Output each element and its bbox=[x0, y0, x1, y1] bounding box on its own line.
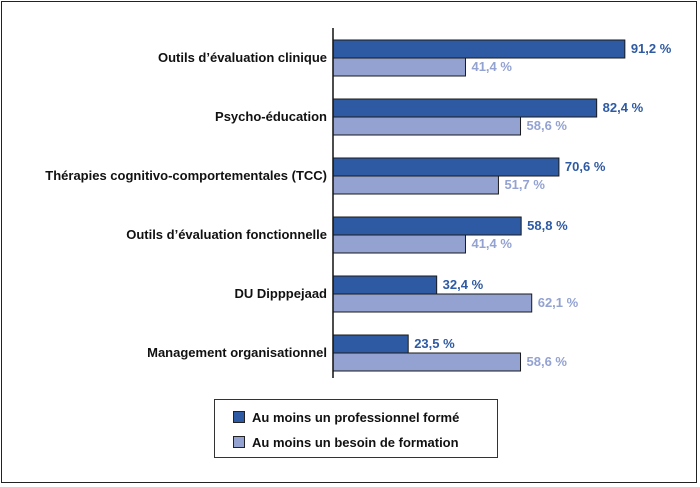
bar bbox=[332, 334, 409, 354]
data-label: 58,6 % bbox=[527, 118, 568, 133]
category-label: Management organisationnel bbox=[147, 345, 327, 360]
legend-item-formes: Au moins un professionnel formé bbox=[233, 408, 459, 426]
bar bbox=[332, 57, 466, 77]
category-label: Psycho-éducation bbox=[215, 109, 327, 124]
category-label: Outils d’évaluation fonctionnelle bbox=[126, 227, 327, 242]
bar bbox=[332, 216, 522, 236]
data-label: 23,5 % bbox=[414, 336, 455, 351]
legend-label-formes: Au moins un professionnel formé bbox=[252, 409, 460, 425]
legend: Au moins un professionnel formé Au moins… bbox=[214, 399, 498, 458]
legend-swatch-besoin bbox=[233, 436, 245, 448]
data-label: 58,6 % bbox=[527, 354, 568, 369]
data-label: 51,7 % bbox=[504, 177, 545, 192]
data-label: 82,4 % bbox=[603, 100, 644, 115]
data-label: 32,4 % bbox=[443, 277, 484, 292]
legend-swatch-formes bbox=[233, 411, 245, 423]
bar bbox=[332, 157, 560, 177]
data-label: 91,2 % bbox=[631, 41, 672, 56]
bar bbox=[332, 293, 533, 313]
legend-label-besoin: Au moins un besoin de formation bbox=[252, 434, 459, 450]
data-label: 41,4 % bbox=[471, 59, 512, 74]
data-label: 70,6 % bbox=[565, 159, 606, 174]
bar bbox=[332, 98, 598, 118]
data-label: 58,8 % bbox=[527, 218, 568, 233]
bar bbox=[332, 39, 626, 59]
data-label: 41,4 % bbox=[471, 236, 512, 251]
bar bbox=[332, 116, 522, 136]
bar bbox=[332, 352, 522, 372]
category-label: DU Dipppejaad bbox=[235, 286, 328, 301]
data-label: 62,1 % bbox=[538, 295, 579, 310]
bar-chart: Outils d’évaluation clinique 91,2 % 41,4 %… bbox=[45, 28, 672, 378]
bar bbox=[332, 175, 499, 195]
bar bbox=[332, 234, 466, 254]
bar bbox=[332, 275, 438, 295]
category-label: Outils d’évaluation clinique bbox=[158, 50, 327, 65]
legend-item-besoin: Au moins un besoin de formation bbox=[233, 433, 459, 451]
category-label: Thérapies cognitivo-comportementales (TC… bbox=[45, 168, 327, 183]
